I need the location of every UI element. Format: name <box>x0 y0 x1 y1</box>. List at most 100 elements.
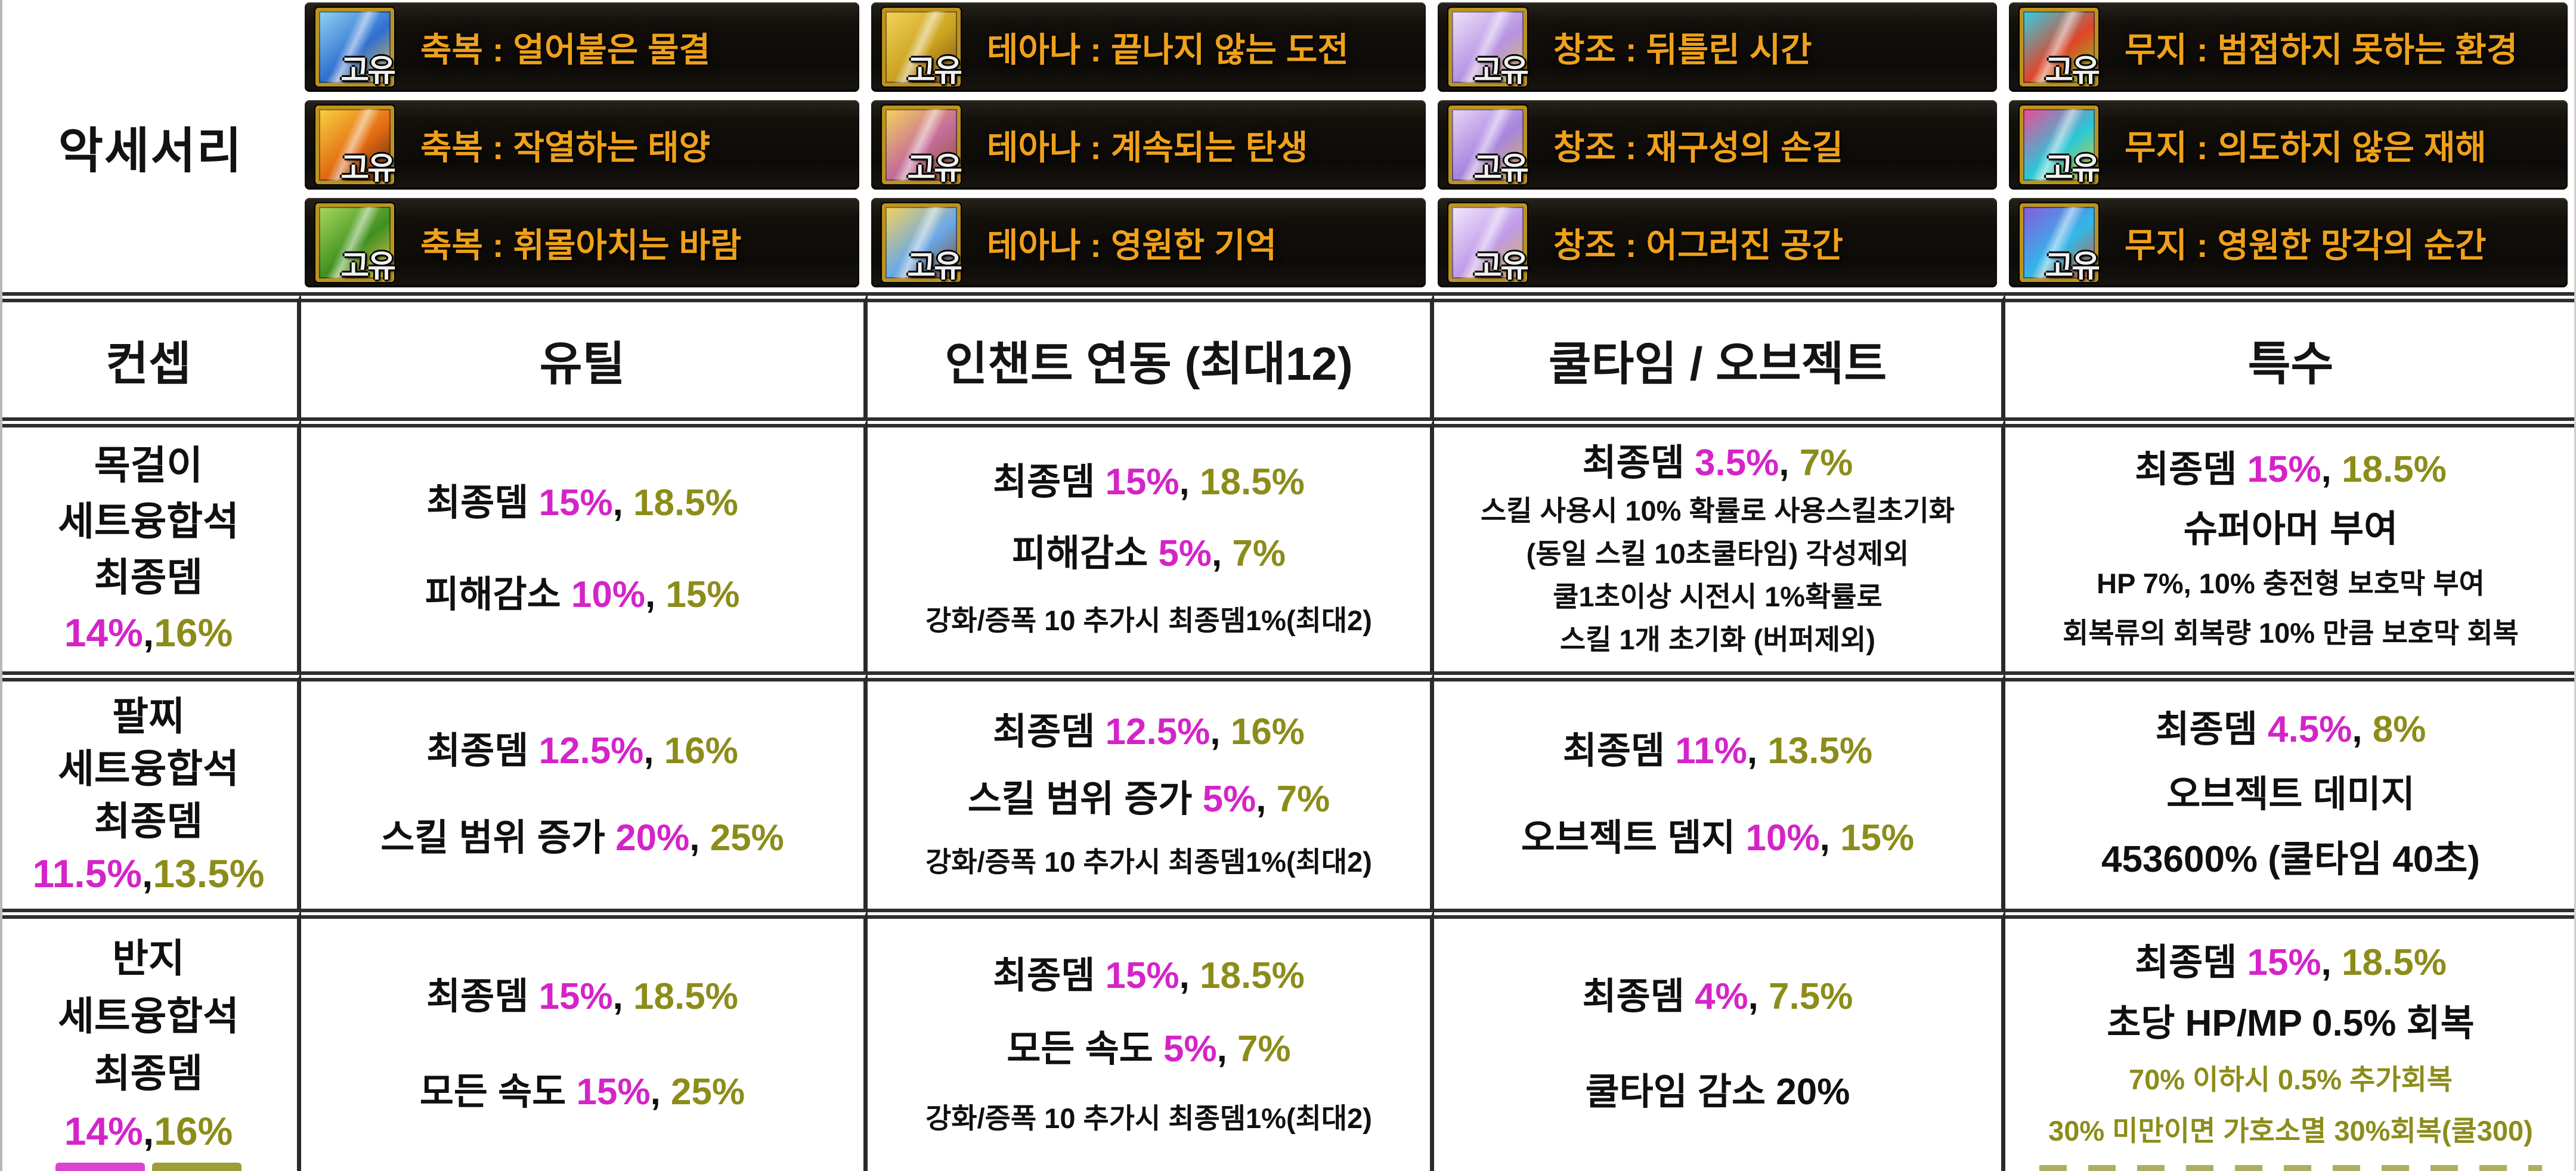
unique-grade-badge: 고유 <box>340 249 396 284</box>
unique-grade-badge: 고유 <box>1473 249 1529 284</box>
creation-twisted-time-icon: 고유 <box>1448 8 1529 88</box>
stat-line: 슈퍼아머 부여 <box>2183 508 2398 550</box>
stat-line: 30% 미만이면 가호소멸 30%회복(쿨300) <box>2048 1115 2533 1147</box>
stat-line: 세트융합석 <box>58 993 239 1038</box>
creation-warped-space-icon: 고유 <box>1448 203 1529 284</box>
stat-line: 최종뎀 15%, 18.5% <box>426 976 738 1018</box>
item-name-label: 무지 : 의도하지 않은 재해 <box>2125 129 2487 167</box>
item-name-label: 축복 : 작열하는 태양 <box>420 129 711 167</box>
stat-line: 최종뎀 <box>94 1051 203 1096</box>
sweeping-wind-icon: 고유 <box>315 203 396 284</box>
item-name-label: 축복 : 얼어붙은 물결 <box>420 31 711 69</box>
cell-ring-cooldown: 최종뎀 4%, 7.5% 쿨타임 감소 20% <box>1434 909 2005 1171</box>
item-name-label: 무지 : 범접하지 못하는 환경 <box>2125 31 2518 69</box>
stat-line: 최종뎀 11%, 13.5% <box>1562 730 1873 772</box>
accessory-column-2: 고유 테아나 : 끝나지 않는 도전 고유 테아나 : 계속되는 탄생 고유 테아나 : … <box>868 0 1434 292</box>
unique-grade-badge: 고유 <box>340 54 396 88</box>
item-name-label: 테아나 : 계속되는 탄생 <box>987 129 1308 167</box>
stat-line: 최종뎀 12.5%, 16% <box>993 711 1305 753</box>
cropped-text-hint <box>47 1163 250 1171</box>
stat-line: 피해감소 10%, 15% <box>425 574 740 616</box>
cell-bracelet-special: 최종뎀 4.5%, 8% 오브젝트 데미지 453600% (쿨타임 40초) <box>2005 671 2576 909</box>
stat-line: 모든 속도 15%, 25% <box>419 1071 745 1113</box>
stat-line: 팔찌 <box>112 693 185 738</box>
stat-line: 최종뎀 <box>94 554 203 599</box>
stat-line: 최종뎀 15%, 18.5% <box>993 461 1305 503</box>
cell-ring-special: 최종뎀 15%, 18.5% 초당 HP/MP 0.5% 회복 70% 이하시 0.… <box>2005 909 2576 1171</box>
accessory-row-label: 악세서리 <box>58 123 243 178</box>
creation-hand-icon: 고유 <box>1448 106 1529 186</box>
header-cell-enchant: 인챈트 연동 (최대12) <box>868 292 1434 417</box>
unique-grade-badge: 고유 <box>2045 54 2100 88</box>
stat-line: 453600% (쿨타임 40초) <box>2101 839 2480 880</box>
stat-line: 70% 이하시 0.5% 추가회복 <box>2128 1064 2453 1096</box>
unique-grade-badge: 고유 <box>1473 151 1529 186</box>
item-name-label: 창조 : 어그러진 공간 <box>1553 227 1844 265</box>
stat-line: 오브젝트 데미지 <box>2166 774 2415 816</box>
stat-line: 최종뎀 15%, 18.5% <box>2135 942 2447 984</box>
item-bar: 고유 무지 : 영원한 망각의 순간 <box>2009 198 2568 287</box>
teana-memory-icon: 고유 <box>882 203 962 284</box>
blazing-sun-icon: 고유 <box>315 106 396 186</box>
header-cell-concept: 컨셉 <box>0 292 301 417</box>
stat-line: 최종뎀 15%, 18.5% <box>993 955 1305 996</box>
stat-line: (동일 스킬 10초쿨타임) 각성제외 <box>1526 538 1909 570</box>
unique-grade-badge: 고유 <box>2045 249 2100 284</box>
unique-grade-badge: 고유 <box>907 151 962 186</box>
stat-line: 14%,16% <box>64 611 233 655</box>
cell-necklace-util: 최종뎀 15%, 18.5% 피해감소 10%, 15% <box>301 417 868 671</box>
accessory-row-header: 악세서리 <box>0 0 301 292</box>
item-name-label: 테아나 : 끝나지 않는 도전 <box>987 31 1349 69</box>
stat-line: 강화/증폭 10 추가시 최종뎀1%(최대2) <box>925 605 1372 637</box>
item-name-label: 축복 : 휘몰아치는 바람 <box>420 227 742 265</box>
item-bar: 고유 창조 : 어그러진 공간 <box>1438 198 1997 287</box>
stat-line: 쿨1초이상 시전시 1%확률로 <box>1553 581 1883 613</box>
stat-line: 모든 속도 5%, 7% <box>1007 1029 1291 1070</box>
stat-line: 오브젝트 뎀지 10%, 15% <box>1521 817 1915 859</box>
cell-ring-enchant: 최종뎀 15%, 18.5% 모든 속도 5%, 7% 강화/증폭 10 추가시 최… <box>868 909 1434 1171</box>
unique-grade-badge: 고유 <box>907 54 962 88</box>
accessory-section: 악세서리 고유 축복 : 얼어붙은 물결 고유 축복 : 작열하는 태양 고유 축복 : … <box>0 0 2576 292</box>
stat-line: 최종뎀 4.5%, 8% <box>2155 709 2426 751</box>
item-bar: 고유 테아나 : 영원한 기억 <box>871 198 1426 287</box>
item-name-label: 창조 : 재구성의 손길 <box>1553 129 1844 167</box>
unique-grade-badge: 고유 <box>907 249 962 284</box>
item-bar: 고유 축복 : 얼어붙은 물결 <box>305 2 859 92</box>
item-bar: 고유 테아나 : 끝나지 않는 도전 <box>871 2 1426 92</box>
header-cell-cooldown: 쿨타임 / 오브젝트 <box>1434 292 2005 417</box>
stat-line: 11.5%,13.5% <box>32 851 265 896</box>
item-name-label: 창조 : 뒤틀린 시간 <box>1553 31 1812 69</box>
cell-bracelet-util: 최종뎀 12.5%, 16% 스킬 범위 증가 20%, 25% <box>301 671 868 909</box>
header-cell-util: 유틸 <box>301 292 868 417</box>
stat-line: 반지 <box>112 936 185 981</box>
item-bar: 고유 테아나 : 계속되는 탄생 <box>871 100 1426 190</box>
stat-line: 14%,16% <box>64 1108 233 1153</box>
stat-line: 스킬 범위 증가 5%, 7% <box>967 779 1330 820</box>
muji-oblivion-icon: 고유 <box>2020 203 2100 284</box>
stat-line: 스킬 범위 증가 20%, 25% <box>380 817 784 859</box>
cell-ring-util: 최종뎀 15%, 18.5% 모든 속도 15%, 25% <box>301 909 868 1171</box>
stat-line: 최종뎀 4%, 7.5% <box>1582 976 1853 1018</box>
stat-line: 강화/증폭 10 추가시 최종뎀1%(최대2) <box>925 846 1372 878</box>
unique-grade-badge: 고유 <box>340 151 396 186</box>
stat-line: 최종뎀 15%, 18.5% <box>426 482 738 523</box>
accessory-column-4: 고유 무지 : 범접하지 못하는 환경 고유 무지 : 의도하지 않은 재해 고유 무지 … <box>2005 0 2576 292</box>
cell-bracelet-concept: 팔찌 세트융합석 최종뎀 11.5%,13.5% <box>0 671 301 909</box>
unique-grade-badge: 고유 <box>2045 151 2100 186</box>
header-cell-special: 특수 <box>2005 292 2576 417</box>
stat-line: 세트융합석 <box>58 746 239 791</box>
frozen-wave-icon: 고유 <box>315 8 396 88</box>
stat-line: 강화/증폭 10 추가시 최종뎀1%(최대2) <box>925 1102 1372 1134</box>
item-bar: 고유 축복 : 휘몰아치는 바람 <box>305 198 859 287</box>
cell-bracelet-cooldown: 최종뎀 11%, 13.5% 오브젝트 뎀지 10%, 15% <box>1434 671 2005 909</box>
item-bar: 고유 무지 : 범접하지 못하는 환경 <box>2009 2 2568 92</box>
stat-line: 스킬 사용시 10% 확률로 사용스킬초기화 <box>1481 495 1955 527</box>
accessory-column-3: 고유 창조 : 뒤틀린 시간 고유 창조 : 재구성의 손길 고유 창조 : 어그러진 공… <box>1434 0 2005 292</box>
item-bar: 고유 무지 : 의도하지 않은 재해 <box>2009 100 2568 190</box>
cell-bracelet-enchant: 최종뎀 12.5%, 16% 스킬 범위 증가 5%, 7% 강화/증폭 10 추가… <box>868 671 1434 909</box>
stat-line: 최종뎀 15%, 18.5% <box>2135 449 2447 491</box>
teana-challenge-icon: 고유 <box>882 8 962 88</box>
cell-necklace-concept: 목걸이 세트융합석 최종뎀 14%,16% <box>0 417 301 671</box>
